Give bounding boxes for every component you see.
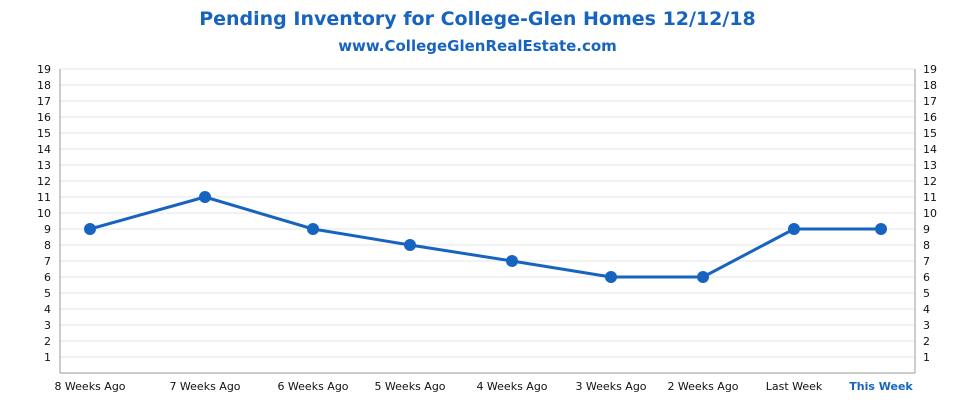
x-tick-label: 7 Weeks Ago <box>169 380 240 393</box>
y-tick-label-right: 5 <box>923 287 930 300</box>
y-tick-label-left: 5 <box>44 287 51 300</box>
y-tick-label-left: 9 <box>44 223 51 236</box>
y-tick-label-left: 1 <box>44 351 51 364</box>
y-tick-label-right: 7 <box>923 255 930 268</box>
y-tick-label-right: 9 <box>923 223 930 236</box>
y-tick-label-left: 17 <box>37 95 51 108</box>
y-tick-label-right: 16 <box>923 111 937 124</box>
y-tick-label-right: 3 <box>923 319 930 332</box>
y-tick-label-right: 13 <box>923 159 937 172</box>
y-tick-label-right: 15 <box>923 127 937 140</box>
y-tick-label-left: 15 <box>37 127 51 140</box>
y-tick-label-right: 4 <box>923 303 930 316</box>
y-tick-label-left: 7 <box>44 255 51 268</box>
y-tick-label-right: 1 <box>923 351 930 364</box>
x-axis-ticks: 8 Weeks Ago 7 Weeks Ago 6 Weeks Ago 5 Weeks… <box>54 380 913 393</box>
x-tick-label: 5 Weeks Ago <box>374 380 445 393</box>
chart-title: Pending Inventory for College-Glen Homes… <box>199 8 756 30</box>
x-tick-label: 4 Weeks Ago <box>476 380 547 393</box>
x-tick-label: 8 Weeks Ago <box>54 380 125 393</box>
y-tick-label-left: 2 <box>44 335 51 348</box>
y-tick-label-left: 12 <box>37 175 51 188</box>
data-point <box>788 223 800 235</box>
x-tick-label: 2 Weeks Ago <box>667 380 738 393</box>
y-tick-label-right: 17 <box>923 95 937 108</box>
series <box>84 191 887 283</box>
y-tick-label-left: 11 <box>37 191 51 204</box>
data-point <box>404 239 416 251</box>
data-point <box>506 255 518 267</box>
y-tick-label-right: 12 <box>923 175 937 188</box>
data-point <box>875 223 887 235</box>
y-tick-label-right: 18 <box>923 79 937 92</box>
data-point <box>605 271 617 283</box>
data-point <box>697 271 709 283</box>
y-tick-label-right: 6 <box>923 271 930 284</box>
y-tick-label-right: 19 <box>923 63 937 76</box>
series-line <box>89 195 881 279</box>
y-tick-label-left: 18 <box>37 79 51 92</box>
y-tick-label-right: 14 <box>923 143 937 156</box>
chart-subtitle: www.CollegeGlenRealEstate.com <box>338 37 617 55</box>
y-tick-label-right: 8 <box>923 239 930 252</box>
y-tick-label-left: 4 <box>44 303 51 316</box>
data-point <box>84 223 96 235</box>
x-tick-label: 3 Weeks Ago <box>575 380 646 393</box>
axes <box>59 69 916 374</box>
y-tick-label-left: 19 <box>37 63 51 76</box>
x-tick-label: Last Week <box>766 380 823 393</box>
data-point <box>307 223 319 235</box>
y-tick-label-right: 10 <box>923 207 937 220</box>
y-tick-label-left: 3 <box>44 319 51 332</box>
y-tick-label-left: 13 <box>37 159 51 172</box>
y-tick-label-right: 11 <box>923 191 937 204</box>
y-tick-label-left: 6 <box>44 271 51 284</box>
y-tick-label-left: 10 <box>37 207 51 220</box>
x-tick-label: This Week <box>849 380 913 393</box>
x-tick-label: 6 Weeks Ago <box>277 380 348 393</box>
data-point <box>199 191 211 203</box>
y-tick-label-right: 2 <box>923 335 930 348</box>
y-tick-label-left: 14 <box>37 143 51 156</box>
y-tick-label-left: 16 <box>37 111 51 124</box>
gridlines <box>60 68 915 358</box>
y-tick-label-left: 8 <box>44 239 51 252</box>
